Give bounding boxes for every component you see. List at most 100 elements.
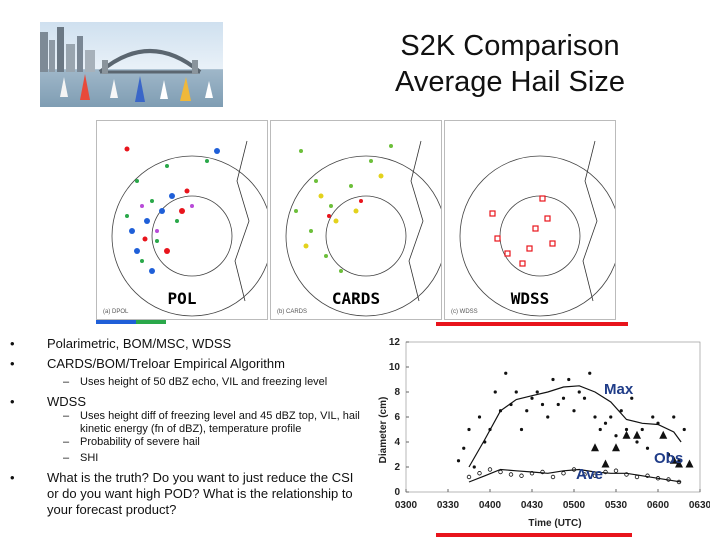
max-point	[467, 427, 471, 432]
harbour-photo-drawing	[40, 27, 213, 102]
accent-bar-blue	[96, 320, 136, 324]
max-point	[588, 371, 592, 375]
ave-point	[487, 467, 493, 472]
max-point	[672, 415, 676, 419]
obs-point	[675, 459, 683, 468]
ave-point	[550, 474, 556, 480]
max-point	[635, 440, 639, 444]
radar-map-cards	[285, 140, 441, 317]
ave-annotation: Ave	[576, 466, 603, 483]
max-annotation: Max	[604, 381, 634, 398]
x-tick-label: 0300	[395, 500, 418, 511]
ave-point	[582, 472, 587, 477]
sub-bullet-item: SHI	[80, 452, 99, 464]
sub-bullet-dash: –	[63, 376, 70, 388]
chart-axes	[405, 341, 701, 493]
accent-bar-red-bottom	[436, 533, 632, 537]
bullet-item: WDSS	[47, 394, 86, 409]
radar-map-wdss	[459, 140, 615, 317]
panel-sublabel-wdss: (c) WDSS	[451, 309, 478, 315]
max-point	[519, 427, 524, 432]
radar-map-pol	[111, 140, 267, 317]
y-tick-label: 8	[394, 387, 400, 398]
chart-series	[456, 371, 694, 485]
ave-point	[561, 471, 566, 476]
obs-point	[612, 443, 620, 452]
harbour-photo	[40, 22, 223, 107]
max-point	[540, 402, 545, 407]
max-point	[619, 409, 623, 413]
sub-bullet-dash: –	[63, 452, 70, 464]
max-point	[504, 371, 508, 375]
max-point	[666, 452, 671, 457]
obs-point	[685, 459, 694, 468]
accent-bar-green	[136, 320, 166, 324]
bullet-item: CARDS/BOM/Treloar Empirical Algorithm	[47, 356, 285, 371]
x-tick-label: 0530	[605, 500, 628, 511]
accent-bar-red-top	[436, 322, 628, 326]
bullet-item: Polarimetric, BOM/MSC, WDSS	[47, 336, 232, 351]
max-point	[603, 421, 608, 425]
bullet-dot: •	[10, 470, 15, 485]
max-point	[530, 396, 534, 400]
max-point	[593, 415, 597, 419]
y-tick-label: 6	[394, 412, 400, 423]
ave-point	[592, 473, 598, 478]
y-tick-label: 2	[394, 462, 400, 473]
max-point	[630, 396, 634, 400]
max-point	[614, 434, 618, 438]
y-tick-label: 10	[389, 362, 401, 373]
sub-bullet-item: Uses height of 50 dBZ echo, VIL and free…	[80, 376, 328, 388]
max-point	[645, 446, 650, 450]
radar-panel-wdss: WDSS (c) WDSS	[444, 120, 616, 320]
max-point	[682, 427, 686, 432]
panel-label-pol: POL	[167, 289, 197, 308]
x-tick-label: 0430	[521, 500, 544, 511]
obs-point	[659, 430, 668, 439]
ave-point	[613, 468, 619, 473]
bullet-item: What is the truth? Do you want to just r…	[47, 470, 354, 517]
x-tick-label: 0400	[479, 500, 502, 511]
x-tick-label: 0630	[689, 500, 710, 511]
panel-sublabel-pol: (a) DPOL	[103, 309, 129, 315]
bullet-list: • Polarimetric, BOM/MSC, WDSS • CARDS/BO…	[0, 330, 370, 520]
radar-panel-cards: CARDS (b) CARDS	[270, 120, 442, 320]
hail-size-chart: 0 2 4 6 8 10 12 0300 0330 0400 0430 0500 0530 0600 06…	[378, 337, 710, 529]
max-point	[624, 427, 629, 432]
radar-panel-pol: POL (a) DPOL	[96, 120, 268, 320]
slide-title: S2K Comparison Average Hail Size	[360, 28, 660, 100]
y-tick-label: 4	[394, 437, 400, 448]
max-point	[598, 427, 602, 432]
max-point	[551, 377, 555, 382]
panel-label-wdss: WDSS	[510, 289, 550, 308]
max-point	[535, 390, 539, 394]
max-point	[577, 390, 581, 394]
bullet-dot: •	[10, 356, 15, 371]
ave-point	[477, 471, 482, 476]
y-tick-label: 0	[394, 487, 400, 498]
max-point	[493, 390, 497, 394]
obs-point	[591, 443, 599, 452]
max-point	[462, 446, 466, 450]
max-point	[472, 465, 476, 469]
y-ticks: 0 2 4 6 8 10 12	[389, 337, 409, 498]
bullet-dot: •	[10, 336, 15, 351]
max-point	[567, 377, 571, 382]
panel-sublabel-cards: (b) CARDS	[277, 309, 308, 315]
series-line	[468, 468, 682, 483]
series-line	[468, 385, 682, 468]
x-tick-label: 0330	[437, 500, 460, 511]
sub-bullet-item: Probability of severe hail	[80, 436, 200, 448]
max-point	[651, 415, 655, 419]
max-point	[609, 415, 613, 419]
sub-bullet-dash: –	[63, 410, 70, 422]
sub-bullet-item: Uses height diff of freezing level and 4…	[80, 410, 360, 435]
ave-point	[466, 474, 472, 480]
obs-point	[622, 430, 631, 439]
max-point	[556, 402, 560, 407]
y-tick-label: 12	[389, 337, 401, 348]
ave-point	[508, 472, 514, 477]
max-point	[561, 396, 566, 400]
panel-label-cards: CARDS	[331, 289, 381, 308]
title-line-1: S2K Comparison	[400, 30, 620, 62]
